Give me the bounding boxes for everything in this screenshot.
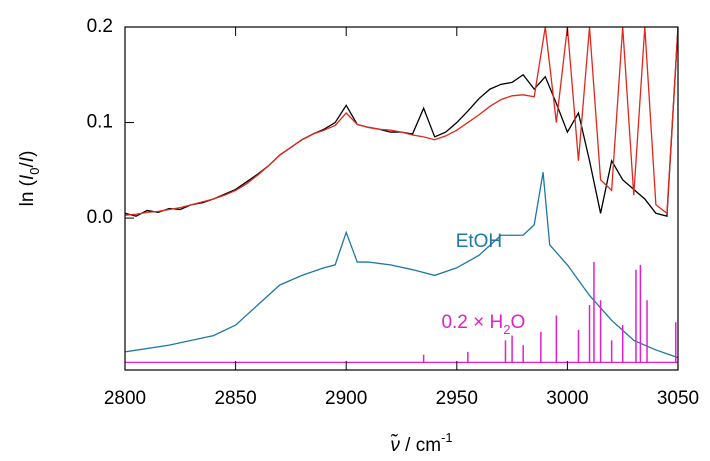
line-series (125, 27, 678, 218)
annotation-part: O (510, 312, 525, 333)
annotation: EtOH (456, 231, 502, 252)
annotation-part: 0.2 × H (441, 312, 503, 333)
y-axis-label-part: I (17, 174, 38, 180)
y-tick-label: 0.2 (87, 16, 113, 37)
y-tick-label: 0.1 (87, 112, 113, 133)
annotation-part: 2 (503, 322, 510, 337)
x-axis-label: ν̃ / cm-1 (390, 430, 453, 456)
x-axis-label-part: -1 (441, 430, 453, 445)
x-tick-label: 2850 (214, 388, 256, 409)
x-axis-label-part: / cm (400, 435, 441, 456)
x-tick-label: 2900 (325, 388, 367, 409)
plot-frame (124, 26, 679, 371)
y-tick-label: 0.0 (87, 207, 113, 228)
x-axis-label-part: ν̃ (390, 434, 401, 456)
y-axis-label-part: ) (17, 151, 38, 157)
y-axis-label-part: I (17, 156, 38, 162)
y-axis-label-part: 0 (27, 167, 42, 174)
x-tick-label: 3050 (657, 388, 699, 409)
y-axis-label-part: ln ( (17, 179, 38, 206)
y-axis-label: ln (I0/I) (17, 151, 42, 207)
x-tick-label: 3000 (546, 388, 588, 409)
y-axis-label-part: / (17, 161, 38, 167)
x-tick-label: 2950 (436, 388, 478, 409)
annotation-part: EtOH (456, 231, 502, 252)
annotation: 0.2 × H2O (441, 312, 525, 337)
line-series (125, 172, 678, 359)
line-series (125, 27, 678, 216)
x-tick-label: 2800 (104, 388, 146, 409)
plot-area (125, 27, 678, 363)
